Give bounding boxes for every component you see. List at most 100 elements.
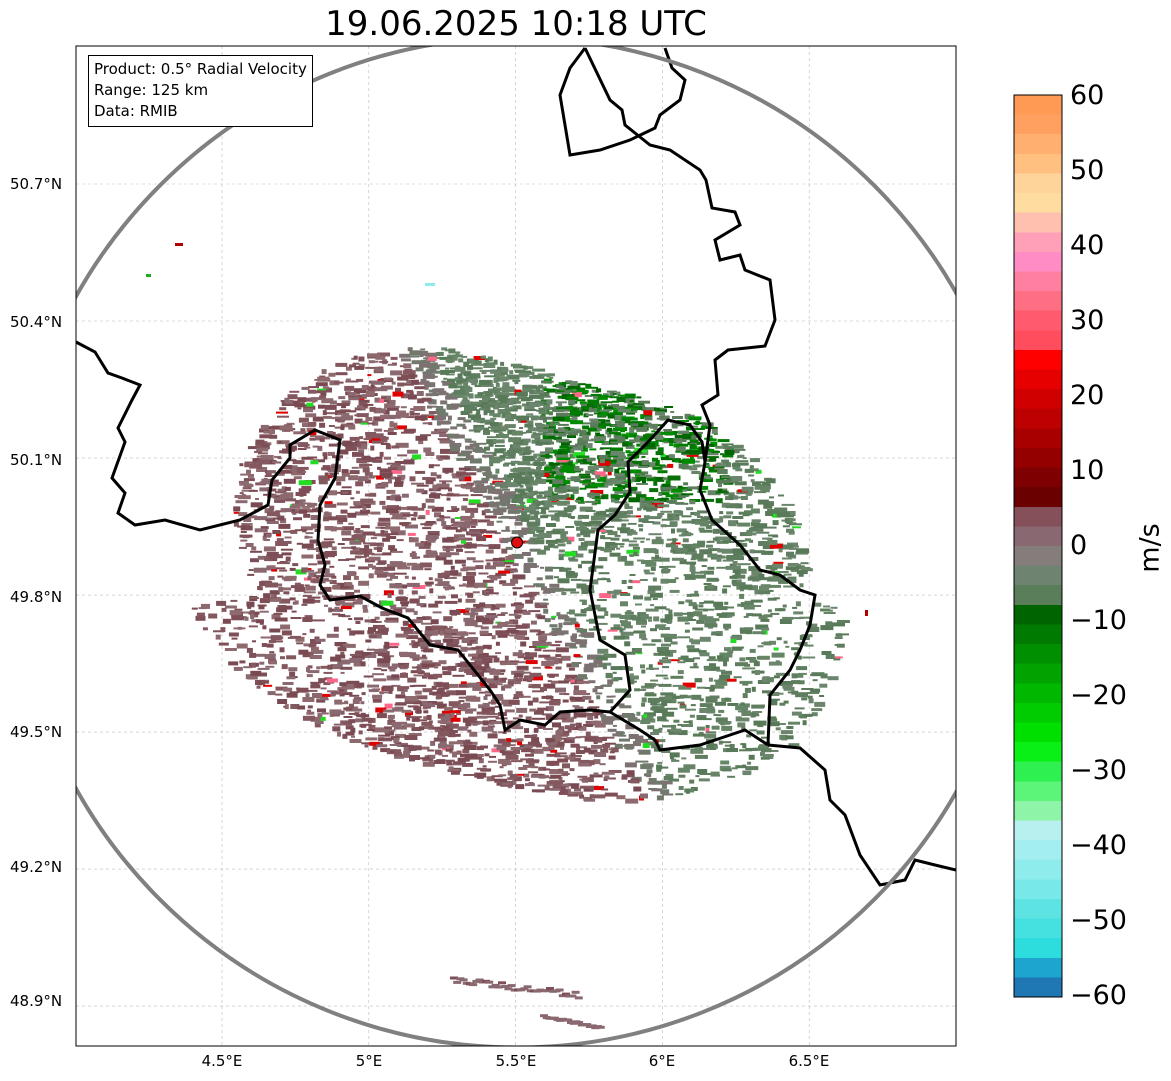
velocity-pixel: [366, 552, 375, 555]
velocity-pixel: [749, 539, 753, 543]
velocity-pixel: [672, 493, 686, 499]
velocity-pixel: [616, 795, 626, 800]
velocity-pixel: [385, 444, 391, 450]
velocity-pixel: [708, 656, 716, 660]
velocity-pixel: [694, 747, 700, 751]
velocity-pixel: [455, 365, 461, 369]
velocity-pixel: [770, 567, 778, 571]
velocity-pixel: [396, 410, 406, 415]
velocity-pixel: [407, 677, 417, 683]
velocity-pixel: [216, 600, 227, 606]
velocity-pixel: [307, 389, 316, 394]
velocity-pixel: [536, 409, 546, 412]
velocity-pixel: [297, 407, 302, 410]
velocity-pixel: [713, 685, 725, 689]
velocity-pixel: [783, 700, 789, 704]
velocity-pixel: [476, 426, 482, 431]
velocity-pixel: [586, 414, 594, 416]
velocity-pixel: [756, 531, 770, 534]
velocity-pixel: [506, 409, 511, 414]
velocity-pixel: [456, 380, 466, 384]
velocity-pixel: [336, 403, 350, 406]
velocity-pixel: [224, 605, 237, 609]
velocity-pixel: [561, 417, 570, 422]
velocity-pixel: [369, 635, 377, 638]
velocity-pixel: [399, 522, 410, 526]
velocity-pixel: [323, 538, 334, 541]
velocity-pixel: [514, 381, 519, 384]
velocity-pixel: [534, 469, 539, 474]
velocity-pixel: [355, 441, 360, 446]
velocity-pixel: [541, 413, 546, 416]
velocity-pixel: [724, 744, 734, 747]
velocity-pixel: [735, 662, 748, 667]
velocity-pixel: [683, 658, 695, 663]
velocity-pixel: [515, 392, 528, 396]
velocity-pixel: [536, 645, 549, 648]
velocity-pixel: [668, 730, 682, 735]
velocity-pixel: [703, 600, 714, 604]
velocity-pixel: [641, 625, 646, 628]
velocity-pixel: [252, 462, 257, 466]
velocity-pixel: [574, 623, 580, 628]
velocity-pixel: [609, 392, 615, 397]
velocity-pixel: [543, 588, 556, 593]
velocity-pixel: [560, 744, 564, 750]
velocity-pixel: [730, 636, 742, 641]
velocity-pixel: [557, 503, 568, 506]
velocity-pixel: [284, 486, 291, 491]
velocity-pixel: [470, 607, 484, 612]
velocity-pixel: [512, 717, 519, 720]
velocity-pixel: [260, 636, 273, 639]
velocity-pixel: [739, 749, 753, 752]
velocity-pixel: [622, 713, 636, 718]
velocity-pixel: [506, 738, 512, 743]
velocity-pixel: [461, 564, 466, 567]
velocity-pixel: [406, 390, 411, 393]
velocity-pixel: [256, 447, 269, 452]
velocity-pixel: [470, 363, 484, 366]
velocity-pixel: [709, 448, 715, 452]
velocity-pixel: [413, 674, 425, 677]
velocity-pixel: [322, 556, 328, 559]
velocity-pixel: [546, 523, 556, 527]
velocity-pixel: [643, 410, 653, 416]
velocity-pixel: [712, 537, 718, 541]
velocity-pixel: [416, 488, 425, 493]
velocity-pixel: [539, 512, 547, 515]
velocity-pixel: [353, 355, 358, 360]
velocity-pixel: [327, 690, 339, 693]
velocity-pixel: [754, 711, 763, 713]
velocity-pixel: [566, 448, 571, 451]
velocity-pixel: [641, 455, 646, 458]
velocity-pixel: [233, 506, 241, 512]
velocity-pixel: [536, 526, 546, 530]
velocity-pixel: [524, 728, 529, 734]
velocity-pixel: [251, 662, 256, 668]
velocity-pixel: [578, 545, 588, 551]
velocity-pixel: [387, 363, 396, 366]
velocity-pixel: [400, 358, 411, 362]
velocity-pixel: [516, 707, 528, 713]
velocity-pixel: [264, 539, 270, 541]
velocity-pixel: [364, 544, 370, 549]
velocity-pixel: [799, 583, 804, 588]
velocity-pixel: [493, 657, 500, 663]
velocity-pixel: [484, 451, 496, 454]
velocity-pixel: [349, 564, 356, 567]
velocity-pixel: [379, 691, 390, 694]
velocity-pixel: [552, 740, 560, 744]
velocity-pixel: [276, 538, 284, 543]
velocity-pixel: [573, 462, 578, 465]
velocity-pixel: [392, 513, 404, 519]
velocity-pixel: [297, 705, 306, 710]
velocity-pixel: [567, 793, 579, 797]
velocity-pixel: [535, 416, 543, 420]
velocity-pixel: [598, 419, 604, 422]
velocity-pixel: [742, 667, 756, 670]
velocity-pixel: [624, 483, 631, 488]
velocity-pixel: [678, 786, 684, 790]
velocity-pixel: [552, 385, 557, 388]
velocity-pixel: [565, 526, 575, 528]
velocity-pixel: [456, 423, 466, 427]
